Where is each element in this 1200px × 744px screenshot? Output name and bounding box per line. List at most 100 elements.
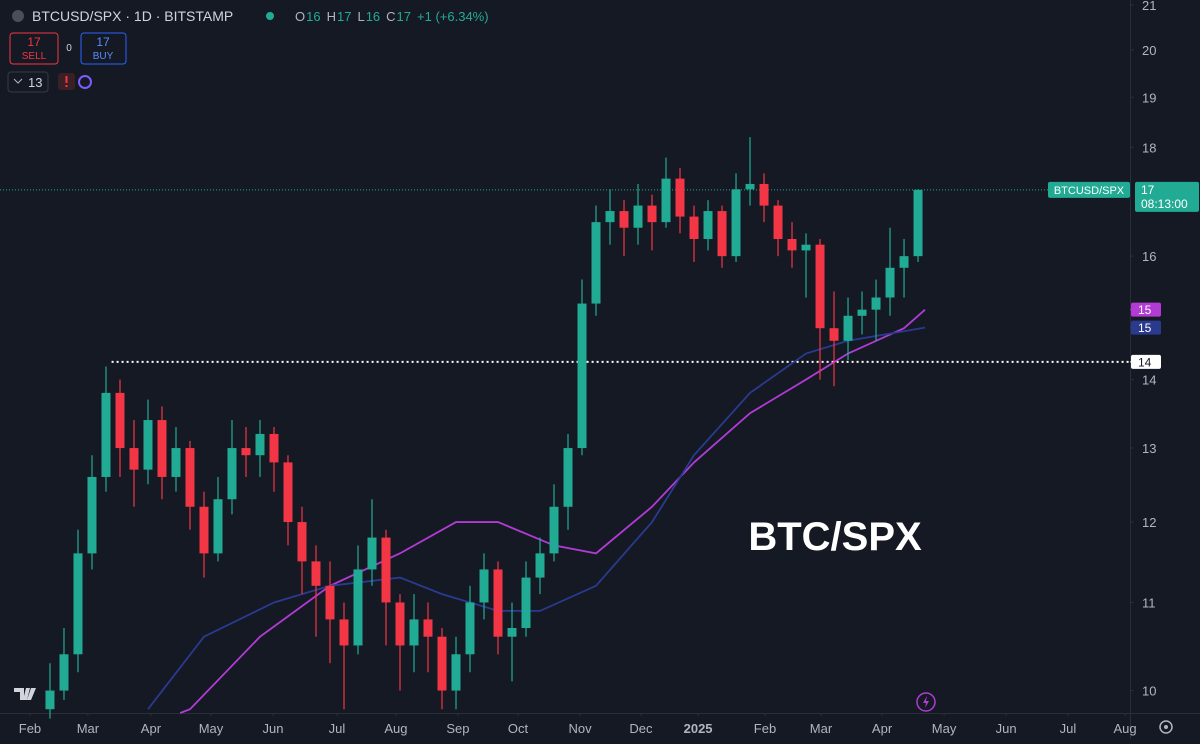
plot-area xyxy=(0,137,1130,719)
x-tick-label: Jun xyxy=(996,721,1017,736)
indicator-count: 13 xyxy=(28,75,42,90)
candle-body xyxy=(73,553,83,655)
candle-body xyxy=(59,654,69,691)
candle-body xyxy=(101,392,111,477)
alert-dot xyxy=(65,85,68,87)
indicators-toggle[interactable] xyxy=(7,71,49,93)
candle-body xyxy=(605,211,615,223)
candle-body xyxy=(815,244,825,329)
candle-body xyxy=(353,569,363,646)
candle-body xyxy=(493,569,503,637)
candle-body xyxy=(115,392,125,449)
buy-price: 17 xyxy=(96,35,110,49)
buy-button[interactable] xyxy=(80,32,127,65)
legend-value: L xyxy=(357,9,364,24)
y-tick-label: 13 xyxy=(1142,441,1156,456)
candle-body xyxy=(297,522,307,562)
market-status xyxy=(266,12,274,20)
candle-body xyxy=(311,561,321,586)
legend-value: 16 xyxy=(366,9,380,24)
sync-icon[interactable] xyxy=(78,75,92,89)
settings-icon[interactable] xyxy=(1159,720,1173,734)
price-badge-last: 17 xyxy=(1141,183,1155,197)
candle-body xyxy=(157,420,167,477)
level-label: 14 xyxy=(1138,355,1152,369)
x-tick-label: Dec xyxy=(629,721,653,736)
candle-body xyxy=(745,183,755,190)
tv-logo xyxy=(14,688,36,700)
x-tick-label: Mar xyxy=(77,721,100,736)
ma-last-label: 15 xyxy=(1138,321,1152,335)
candle-body xyxy=(185,448,195,507)
sell-label: SELL xyxy=(22,51,47,62)
candle-body xyxy=(549,506,559,554)
price-badge-countdown: 08:13:00 xyxy=(1141,197,1188,211)
legend-value: C xyxy=(386,9,395,24)
candle-body xyxy=(325,585,335,620)
candle-body xyxy=(129,448,139,470)
symbol-badge: BTCUSD/SPX xyxy=(1054,185,1125,197)
y-tick-label: 12 xyxy=(1142,515,1156,530)
price-badge-bg xyxy=(1135,181,1199,212)
symbol-badge-bg xyxy=(1048,181,1130,198)
candle-body xyxy=(661,178,671,223)
sell-button[interactable] xyxy=(9,32,59,65)
x-tick-label: Sep xyxy=(446,721,469,736)
candle-body xyxy=(591,222,601,304)
candle-body xyxy=(479,569,489,603)
x-tick-label: Jun xyxy=(263,721,284,736)
candle-body xyxy=(423,619,433,637)
event-icon[interactable] xyxy=(916,692,936,712)
y-tick-label: 21 xyxy=(1142,0,1156,13)
x-tick-label: 2025 xyxy=(684,721,713,736)
x-tick-label: Apr xyxy=(872,721,893,736)
candle-body xyxy=(563,448,573,507)
legend-value: 17 xyxy=(337,9,351,24)
annotation: BTC/SPX xyxy=(748,515,922,559)
x-tick-label: Apr xyxy=(141,721,162,736)
y-tick-label: 20 xyxy=(1142,43,1156,58)
y-tick-label: 10 xyxy=(1142,684,1156,699)
alert-mark xyxy=(65,76,68,83)
candle-body xyxy=(143,420,153,470)
y-tick-label: 14 xyxy=(1142,373,1156,388)
candle-body xyxy=(521,577,531,629)
candle-body xyxy=(465,602,475,655)
y-tick-label: 18 xyxy=(1142,140,1156,155)
candle-body xyxy=(227,448,237,500)
candle-body xyxy=(535,553,545,578)
candle-body xyxy=(773,205,783,239)
x-tick-label: Feb xyxy=(19,721,41,736)
moving-average xyxy=(179,308,926,714)
sell-price: 17 xyxy=(27,35,41,49)
candle-body xyxy=(731,189,741,257)
x-tick-label: Feb xyxy=(754,721,776,736)
candle-body xyxy=(381,537,391,603)
ma-last-label-bg xyxy=(1131,320,1161,335)
candle-body xyxy=(787,238,797,251)
candle-body xyxy=(619,211,629,228)
candle-body xyxy=(717,211,727,257)
candle-body xyxy=(87,476,97,554)
x-tick-label: May xyxy=(932,721,957,736)
buy-label: BUY xyxy=(93,51,114,62)
candle-body xyxy=(367,537,377,570)
candle-body xyxy=(899,256,909,268)
ma-last-label-bg xyxy=(1131,302,1161,317)
spread: 0 xyxy=(66,43,72,54)
candle-body xyxy=(255,433,265,456)
candle-body xyxy=(871,297,881,310)
candle-body xyxy=(171,448,181,477)
candle-body xyxy=(801,244,811,251)
candle-body xyxy=(913,189,923,257)
candle-body xyxy=(269,433,279,463)
candle-body xyxy=(675,178,685,217)
candle-body xyxy=(885,267,895,298)
candle-body xyxy=(339,619,349,646)
x-tick-label: Jul xyxy=(329,721,346,736)
candle-body xyxy=(45,690,55,710)
candle-body xyxy=(507,628,517,637)
candle-body xyxy=(703,211,713,239)
